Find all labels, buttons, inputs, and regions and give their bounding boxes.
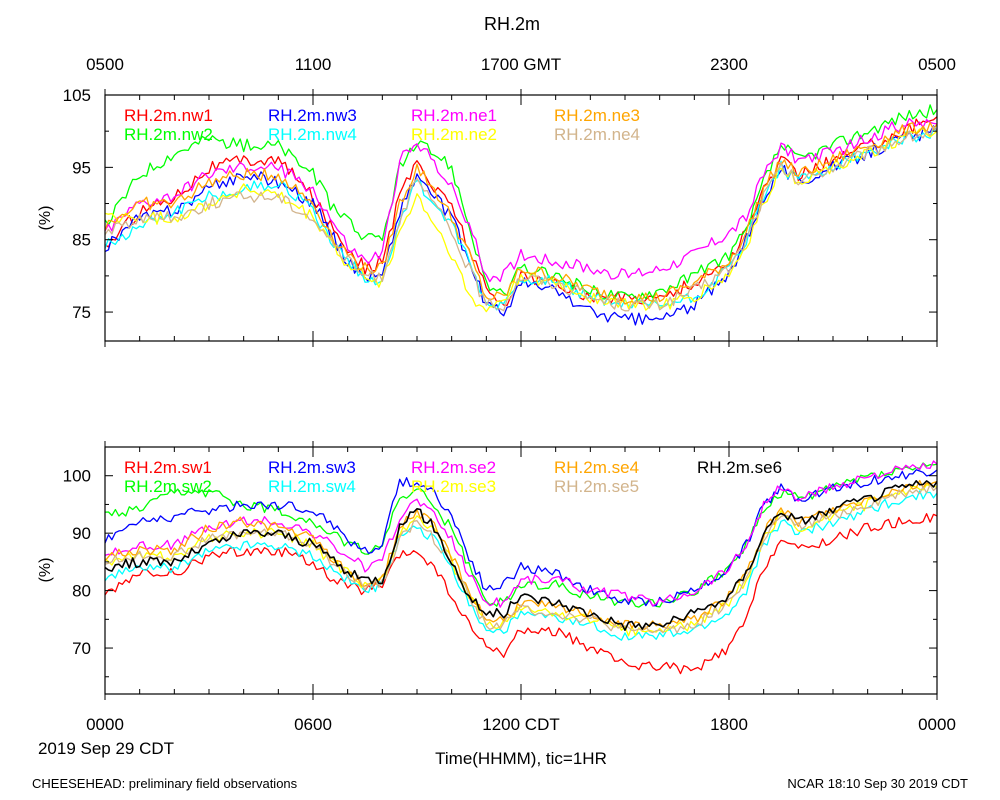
- series-line-rh-2m-sw1: [104, 513, 938, 675]
- top-axis-tick-label: 1100: [295, 55, 332, 74]
- top-ytick-label: 85: [72, 231, 91, 250]
- legend-entry-rh-2m-sw1: RH.2m.sw1: [124, 458, 212, 477]
- top-ytick-label: 95: [72, 158, 91, 177]
- top-axis-tick-label: 1700 GMT: [481, 55, 561, 74]
- bottom-ytick-label: 100: [63, 467, 91, 486]
- bottom-ytick-label: 70: [72, 639, 91, 658]
- bottom-y-axis-label: (%): [37, 558, 54, 583]
- footer-left: CHEESEHEAD: preliminary field observatio…: [32, 776, 298, 791]
- top-panel-series: [104, 104, 938, 326]
- legend-entry-rh-2m-se6: RH.2m.se6: [697, 458, 782, 477]
- legend-entry-rh-2m-ne2: RH.2m.ne2: [411, 125, 497, 144]
- legend-entry-rh-2m-sw4: RH.2m.sw4: [268, 477, 356, 496]
- series-line-rh-2m-nw2: [104, 104, 938, 302]
- legend-entry-rh-2m-ne3: RH.2m.ne3: [554, 106, 640, 125]
- x-axis-label: Time(HHMM), tic=1HR: [435, 749, 607, 768]
- axis-ticks: 75 85 95 105 70 80 90 100 0500 1100 1700 GMT 2300 05…: [63, 55, 956, 734]
- series-line-rh-2m-se4: [104, 479, 938, 631]
- series-line-rh-2m-ne1: [104, 117, 938, 283]
- series-line-rh-2m-se5: [104, 483, 938, 634]
- top-ytick-label: 105: [63, 86, 91, 105]
- series-line-rh-2m-se3: [104, 484, 938, 637]
- legend-entry-rh-2m-nw4: RH.2m.nw4: [268, 125, 357, 144]
- bottom-axis-tick-label: 0000: [918, 715, 956, 734]
- legend-entry-rh-2m-ne4: RH.2m.ne4: [554, 125, 640, 144]
- top-axis-tick-label: 0500: [918, 55, 956, 74]
- footer-right: NCAR 18:10 Sep 30 2019 CDT: [787, 776, 968, 791]
- legend-entry-rh-2m-sw3: RH.2m.sw3: [268, 458, 356, 477]
- chart-title: RH.2m: [484, 14, 540, 34]
- legend-entry-rh-2m-ne1: RH.2m.ne1: [411, 106, 497, 125]
- top-axis-tick-label: 2300: [710, 55, 748, 74]
- series-line-rh-2m-se6: [104, 480, 938, 631]
- series-line-rh-2m-ne2: [104, 128, 938, 313]
- legend-entry-rh-2m-nw3: RH.2m.nw3: [268, 106, 357, 125]
- top-panel-frame: [104, 94, 938, 342]
- top-ytick-label: 75: [72, 303, 91, 322]
- legend-entry-rh-2m-se5: RH.2m.se5: [554, 477, 639, 496]
- top-axis-tick-label: 0500: [86, 55, 124, 74]
- series-line-rh-2m-nw1: [104, 116, 938, 307]
- bottom-axis-tick-label: 0000: [86, 715, 124, 734]
- legend-entry-rh-2m-nw1: RH.2m.nw1: [124, 106, 213, 125]
- legend-entry-rh-2m-se2: RH.2m.se2: [411, 458, 496, 477]
- bottom-ytick-label: 90: [72, 524, 91, 543]
- bottom-panel-series: [104, 460, 938, 675]
- series-line-rh-2m-sw3: [104, 469, 938, 607]
- legend-entry-rh-2m-se4: RH.2m.se4: [554, 458, 639, 477]
- date-label: 2019 Sep 29 CDT: [38, 739, 174, 758]
- series-line-rh-2m-sw4: [104, 490, 938, 641]
- series-line-rh-2m-sw2: [104, 462, 938, 608]
- series-line-rh-2m-ne3: [104, 121, 938, 305]
- bottom-axis-tick-label: 1800: [710, 715, 748, 734]
- bottom-panel-frame: [104, 446, 938, 695]
- bottom-axis-tick-label: 0600: [294, 715, 332, 734]
- bottom-axis-tick-label: 1200 CDT: [482, 715, 559, 734]
- series-line-rh-2m-nw3: [104, 125, 938, 326]
- legend-entry-rh-2m-sw2: RH.2m.sw2: [124, 477, 212, 496]
- legend-entry-rh-2m-nw2: RH.2m.nw2: [124, 125, 213, 144]
- top-y-axis-label: (%): [37, 206, 54, 231]
- series-line-rh-2m-se2: [104, 460, 938, 608]
- bottom-ytick-label: 80: [72, 582, 91, 601]
- legend-entry-rh-2m-se3: RH.2m.se3: [411, 477, 496, 496]
- series-line-rh-2m-ne4: [104, 125, 938, 312]
- series-line-rh-2m-nw4: [104, 128, 938, 311]
